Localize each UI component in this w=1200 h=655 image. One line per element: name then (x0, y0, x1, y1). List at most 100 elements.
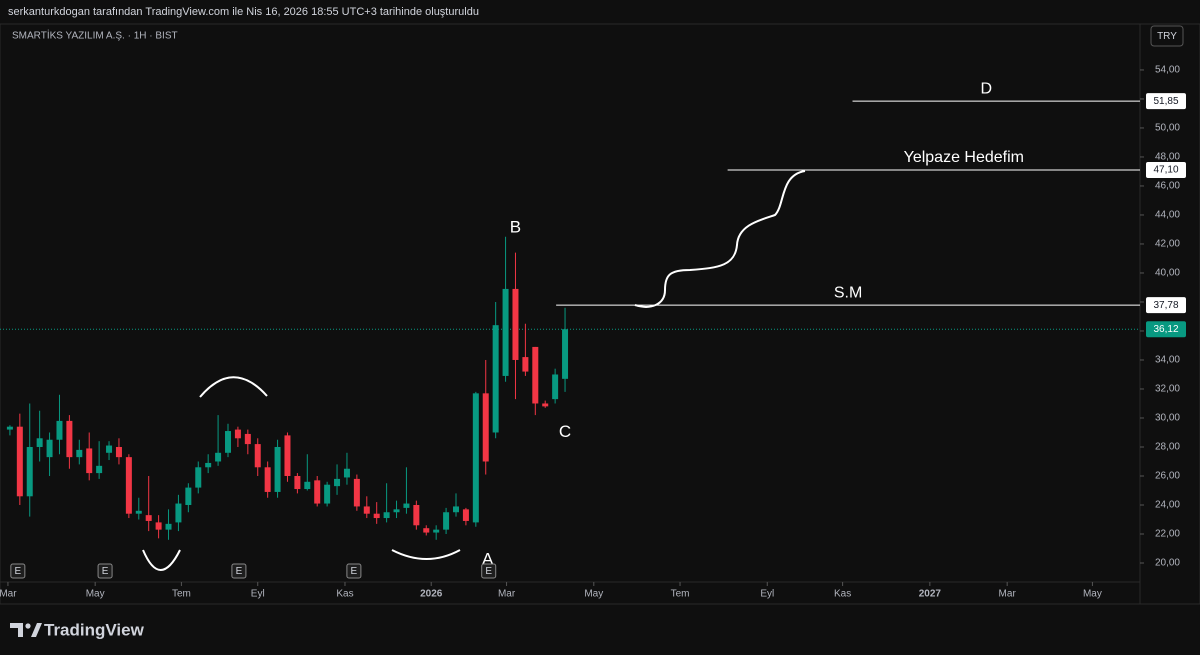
candle-body (264, 467, 271, 492)
candle-body (492, 325, 499, 433)
x-tick-label: Kas (336, 589, 353, 600)
y-tick-label: 26,00 (1155, 471, 1180, 482)
candle-body (343, 468, 350, 478)
y-tick-label: 40,00 (1155, 268, 1180, 279)
candle-body (423, 528, 430, 533)
candle-body (16, 426, 23, 497)
candle-body (482, 393, 489, 462)
candle-body (215, 452, 222, 462)
candle-body (254, 444, 261, 468)
event-marker[interactable] (346, 563, 362, 579)
level-box (1146, 162, 1186, 179)
candle-body (393, 509, 400, 513)
candle-body (26, 446, 33, 497)
event-label: E (236, 566, 243, 577)
candle-body (165, 523, 172, 530)
candle-body (244, 433, 251, 445)
candle-body (512, 288, 519, 360)
candle-body (552, 374, 559, 400)
x-tick-label: Tem (671, 589, 690, 600)
level-name: Yelpaze Hedefim (904, 149, 1024, 166)
y-tick-label: 20,00 (1155, 558, 1180, 569)
level-label: 51,85 (1153, 96, 1178, 107)
x-tick-label: Eyl (251, 589, 265, 600)
candle-body (56, 420, 63, 440)
candle-body (532, 346, 539, 404)
candle-body (86, 448, 93, 474)
candle-body (502, 288, 509, 376)
candle-body (106, 445, 113, 453)
candle-body (373, 513, 380, 519)
candle-body (443, 512, 450, 530)
candle-body (433, 529, 440, 533)
candle-body (234, 429, 241, 439)
y-tick-label: 44,00 (1155, 210, 1180, 221)
x-tick-label: Kas (834, 589, 851, 600)
y-tick-label: 22,00 (1155, 529, 1180, 540)
y-tick-label: 50,00 (1155, 123, 1180, 134)
chart-frame (0, 23, 1200, 605)
event-marker[interactable] (231, 563, 247, 579)
candle-body (195, 467, 202, 488)
candle-body (36, 438, 43, 447)
x-tick-label: Mar (999, 589, 1017, 600)
candle-body (155, 522, 162, 530)
candle-body (115, 446, 122, 458)
candle-body (46, 439, 53, 458)
annotation: B (510, 217, 521, 236)
event-label: E (15, 566, 22, 577)
y-tick-label: 34,00 (1155, 355, 1180, 366)
event-label: E (102, 566, 109, 577)
x-tick-label: Eyl (760, 589, 774, 600)
candle-body (225, 431, 231, 453)
y-tick-label: 28,00 (1155, 442, 1180, 453)
x-tick-label: May (86, 589, 105, 600)
candle-body (334, 478, 341, 487)
annotation: C (559, 422, 571, 441)
x-tick-label: Mar (0, 589, 17, 600)
candle-body (304, 481, 311, 490)
level-box (1146, 297, 1186, 314)
event-marker[interactable] (481, 563, 497, 579)
candle-body (462, 509, 469, 521)
event-marker[interactable] (97, 563, 113, 579)
y-tick-label: 24,00 (1155, 500, 1180, 511)
candle-body (403, 503, 410, 508)
brand: TradingView (44, 620, 145, 639)
candle-body (76, 449, 83, 458)
candle-body (135, 510, 142, 514)
candle-body (274, 446, 281, 492)
candle-body (294, 475, 301, 490)
last-price-label: 36,12 (1153, 324, 1178, 335)
candle-body (96, 465, 103, 474)
currency-box[interactable] (1150, 25, 1184, 47)
y-tick-label: 42,00 (1155, 239, 1180, 250)
candle-body (205, 462, 212, 468)
candle-body (284, 435, 291, 476)
header: serkanturkdogan tarafından TradingView.c… (8, 6, 479, 18)
candle-body (185, 487, 192, 505)
x-tick-label: Tem (172, 589, 191, 600)
symbol-title: SMARTİKS YAZILIM A.Ş. · 1H · BIST (12, 29, 178, 42)
candle-body (383, 512, 390, 519)
y-tick-label: 46,00 (1155, 181, 1180, 192)
event-marker[interactable] (10, 563, 26, 579)
candle-body (6, 426, 13, 430)
x-tick-label: Mar (498, 589, 516, 600)
level-name: S.M (834, 284, 862, 301)
level-label: 37,78 (1153, 300, 1178, 311)
candle-body (453, 506, 459, 513)
event-label: E (485, 566, 492, 577)
candle-body (522, 357, 529, 372)
candle-body (413, 504, 420, 526)
candle-body (314, 480, 321, 504)
currency: TRY (1157, 31, 1177, 42)
level-name: D (980, 80, 992, 97)
candle-body (562, 329, 569, 379)
candle-body (175, 503, 182, 523)
last-price-box (1146, 321, 1186, 338)
candle-body (363, 506, 370, 514)
x-tick-label: May (1083, 589, 1102, 600)
